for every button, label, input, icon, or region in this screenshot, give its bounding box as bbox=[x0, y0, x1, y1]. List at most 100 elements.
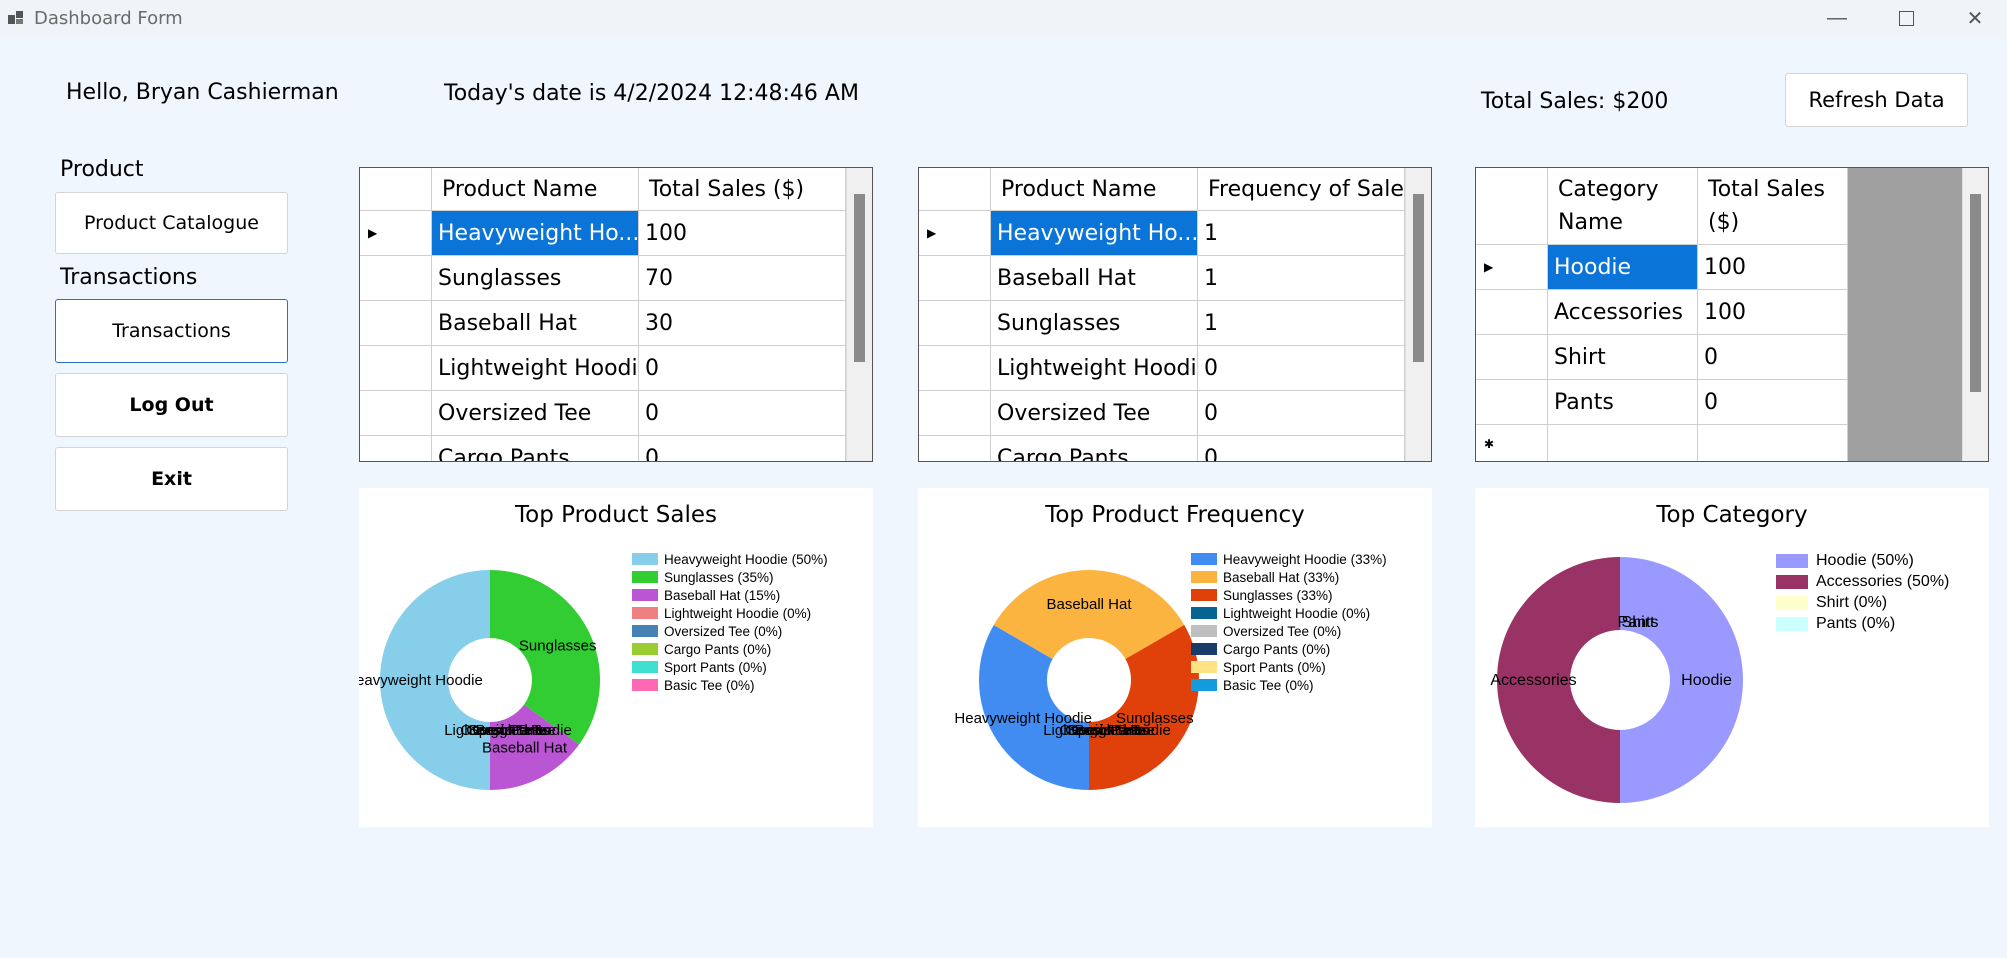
row-header[interactable] bbox=[360, 256, 432, 301]
table-row[interactable]: Accessories 100 bbox=[1476, 290, 1848, 335]
table-cell[interactable]: 30 bbox=[639, 301, 846, 346]
row-header[interactable] bbox=[919, 391, 991, 436]
table-row[interactable]: Baseball Hat 1 bbox=[919, 256, 1405, 301]
legend-swatch bbox=[1191, 679, 1217, 691]
column-header[interactable]: Product Name bbox=[432, 168, 639, 211]
table-row[interactable]: Sunglasses 70 bbox=[360, 256, 846, 301]
row-header[interactable] bbox=[919, 346, 991, 391]
table-row[interactable]: Pants 0 bbox=[1476, 380, 1848, 425]
row-header[interactable] bbox=[360, 391, 432, 436]
table-cell[interactable]: Oversized Tee bbox=[991, 391, 1198, 436]
table-cell[interactable]: Accessories bbox=[1548, 290, 1698, 335]
transactions-heading: Transactions bbox=[60, 265, 198, 290]
vertical-scrollbar[interactable] bbox=[1962, 168, 1988, 461]
column-header[interactable]: Frequency of Sales bbox=[1198, 168, 1405, 211]
table-cell[interactable]: 100 bbox=[1698, 290, 1848, 335]
column-header[interactable]: Total Sales ($) bbox=[1698, 168, 1848, 245]
row-header[interactable]: ▶ bbox=[360, 211, 432, 256]
scrollbar-thumb[interactable] bbox=[1413, 194, 1424, 362]
table-row[interactable]: Cargo Pants 0 bbox=[360, 436, 846, 461]
table-row[interactable]: Baseball Hat 30 bbox=[360, 301, 846, 346]
row-header[interactable] bbox=[1476, 380, 1548, 425]
table-row[interactable]: Oversized Tee 0 bbox=[919, 391, 1405, 436]
chart-legend: Hoodie (50%) Accessories (50%) Shirt (0%) P… bbox=[1776, 550, 1949, 634]
table-cell[interactable]: 0 bbox=[1198, 391, 1405, 436]
row-header[interactable] bbox=[919, 301, 991, 346]
legend-swatch bbox=[1191, 607, 1217, 619]
table-cell[interactable]: Heavyweight Ho... bbox=[432, 211, 639, 256]
table-cell[interactable]: 1 bbox=[1198, 211, 1405, 256]
table-cell[interactable]: Pants bbox=[1548, 380, 1698, 425]
scrollbar-thumb[interactable] bbox=[1970, 194, 1981, 392]
table-cell[interactable]: Baseball Hat bbox=[432, 301, 639, 346]
table-cell[interactable]: 0 bbox=[1698, 335, 1848, 380]
legend-item: Oversized Tee (0%) bbox=[1191, 622, 1387, 640]
table-cell[interactable]: Sunglasses bbox=[432, 256, 639, 301]
row-header[interactable] bbox=[360, 301, 432, 346]
table-cell[interactable]: 0 bbox=[639, 436, 846, 461]
table-cell[interactable]: 1 bbox=[1198, 301, 1405, 346]
category-grid[interactable]: Category Name Total Sales ($) ▶ Hoodie 1… bbox=[1475, 167, 1989, 462]
table-row[interactable]: Sunglasses 1 bbox=[919, 301, 1405, 346]
table-cell[interactable]: 70 bbox=[639, 256, 846, 301]
table-cell[interactable]: 0 bbox=[1198, 436, 1405, 461]
table-row[interactable]: ▶ Heavyweight Ho... 100 bbox=[360, 211, 846, 256]
table-cell[interactable]: Hoodie bbox=[1548, 245, 1698, 290]
scrollbar-thumb[interactable] bbox=[854, 194, 865, 362]
refresh-data-button[interactable]: Refresh Data bbox=[1785, 73, 1968, 127]
table-row[interactable]: Cargo Pants 0 bbox=[919, 436, 1405, 461]
table-cell[interactable] bbox=[1548, 425, 1698, 461]
vertical-scrollbar[interactable] bbox=[846, 168, 872, 461]
table-row[interactable]: Shirt 0 bbox=[1476, 335, 1848, 380]
table-cell[interactable]: Shirt bbox=[1548, 335, 1698, 380]
table-cell[interactable]: 100 bbox=[1698, 245, 1848, 290]
table-cell[interactable]: Sunglasses bbox=[991, 301, 1198, 346]
log-out-button[interactable]: Log Out bbox=[55, 373, 288, 437]
table-cell[interactable]: 0 bbox=[639, 391, 846, 436]
row-header[interactable]: ▶ bbox=[1476, 245, 1548, 290]
table-row[interactable]: Lightweight Hoodie 0 bbox=[919, 346, 1405, 391]
product-frequency-grid[interactable]: Product Name Frequency of Sales ▶ Heavyw… bbox=[918, 167, 1432, 462]
table-cell[interactable]: 0 bbox=[1198, 346, 1405, 391]
row-header[interactable] bbox=[919, 256, 991, 301]
row-header[interactable] bbox=[1476, 290, 1548, 335]
product-catalogue-button[interactable]: Product Catalogue bbox=[55, 192, 288, 254]
column-header[interactable]: Category Name bbox=[1548, 168, 1698, 245]
minimize-button[interactable]: — bbox=[1803, 0, 1871, 37]
legend-label: Oversized Tee (0%) bbox=[1223, 623, 1342, 639]
table-cell[interactable]: 100 bbox=[639, 211, 846, 256]
table-cell[interactable] bbox=[1698, 425, 1848, 461]
table-row[interactable]: ▶ Heavyweight Ho... 1 bbox=[919, 211, 1405, 256]
row-header[interactable]: ▶ bbox=[919, 211, 991, 256]
vertical-scrollbar[interactable] bbox=[1405, 168, 1431, 461]
column-header[interactable]: Product Name bbox=[991, 168, 1198, 211]
row-header[interactable] bbox=[360, 436, 432, 461]
table-row[interactable]: Oversized Tee 0 bbox=[360, 391, 846, 436]
row-header[interactable]: ✱ bbox=[1476, 425, 1548, 461]
table-cell[interactable]: Baseball Hat bbox=[991, 256, 1198, 301]
table-cell[interactable]: 0 bbox=[1698, 380, 1848, 425]
product-sales-grid[interactable]: Product Name Total Sales ($) ▶ Heavyweig… bbox=[359, 167, 873, 462]
table-cell[interactable]: 0 bbox=[639, 346, 846, 391]
new-row[interactable]: ✱ bbox=[1476, 425, 1848, 461]
table-cell[interactable]: Heavyweight Ho... bbox=[991, 211, 1198, 256]
row-header[interactable] bbox=[1476, 335, 1548, 380]
donut-slice bbox=[1620, 557, 1743, 803]
minimize-icon: — bbox=[1827, 7, 1847, 29]
table-cell[interactable]: Oversized Tee bbox=[432, 391, 639, 436]
table-cell[interactable]: Cargo Pants bbox=[432, 436, 639, 461]
table-cell[interactable]: Lightweight Hoodie bbox=[991, 346, 1198, 391]
maximize-button[interactable] bbox=[1872, 0, 1940, 37]
column-header[interactable]: Total Sales ($) bbox=[639, 168, 846, 211]
table-row[interactable]: Lightweight Hoodie 0 bbox=[360, 346, 846, 391]
table-row[interactable]: ▶ Hoodie 100 bbox=[1476, 245, 1848, 290]
table-cell[interactable]: Lightweight Hoodie bbox=[432, 346, 639, 391]
table-cell[interactable]: Cargo Pants bbox=[991, 436, 1198, 461]
close-button[interactable]: ✕ bbox=[1941, 0, 2007, 37]
row-header[interactable] bbox=[360, 346, 432, 391]
transactions-button[interactable]: Transactions bbox=[55, 299, 288, 363]
legend-label: Cargo Pants (0%) bbox=[1223, 641, 1331, 657]
table-cell[interactable]: 1 bbox=[1198, 256, 1405, 301]
exit-button[interactable]: Exit bbox=[55, 447, 288, 511]
row-header[interactable] bbox=[919, 436, 991, 461]
